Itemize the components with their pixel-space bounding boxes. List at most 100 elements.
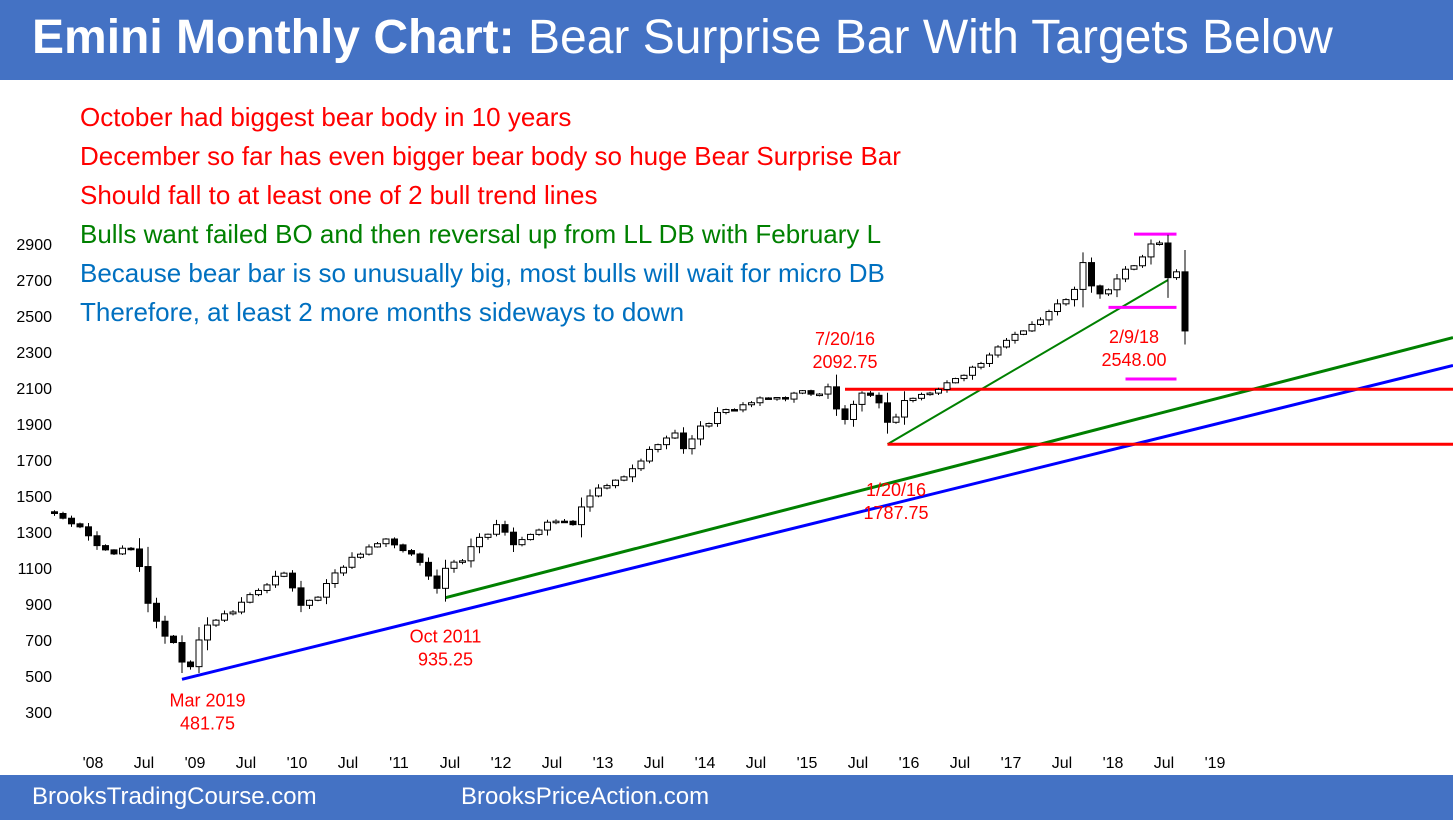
candle-body	[833, 386, 840, 410]
candle-body	[960, 374, 968, 380]
candle-body	[1130, 265, 1138, 270]
candle-body	[348, 556, 356, 568]
candle-body	[425, 561, 432, 577]
candle-body	[433, 575, 441, 589]
candle-body	[51, 511, 58, 514]
candle-90	[824, 383, 832, 399]
candle-body	[977, 362, 985, 368]
x-tick-label: '18	[1103, 755, 1124, 772]
candle-body	[518, 539, 526, 546]
candle-body	[722, 409, 730, 414]
candle-31	[323, 579, 330, 605]
x-tick-label: '11	[389, 755, 409, 772]
candle-76	[705, 422, 713, 428]
candle-body	[1122, 268, 1129, 280]
candle-body	[603, 485, 611, 489]
candle-58	[552, 519, 560, 525]
candle-9	[136, 538, 143, 572]
candle-67	[629, 464, 636, 483]
footer-link-trading-course[interactable]: BrooksTradingCourse.com	[32, 783, 317, 810]
candle-4	[93, 531, 101, 550]
candle-body	[773, 397, 781, 400]
candle-body	[144, 566, 152, 604]
candle-body	[161, 620, 169, 637]
x-tick-label: Jul	[542, 755, 562, 772]
x-tick-label: Jul	[746, 755, 766, 772]
y-tick-label: 1100	[18, 561, 53, 578]
candle-body	[892, 416, 900, 423]
candle-59	[561, 519, 568, 524]
candle-body	[595, 487, 602, 497]
candle-body	[1173, 271, 1180, 279]
candle-body	[994, 346, 1002, 356]
candle-111	[1003, 338, 1010, 349]
candle-body	[450, 561, 458, 569]
y-tick-label: 2700	[16, 273, 52, 290]
y-tick-label: 1900	[16, 417, 52, 434]
candle-body	[399, 544, 407, 552]
candlestick-chart: 300 500 700 900 1100 1300 1500 1700 1900 2100 2300…	[16, 102, 1453, 772]
y-tick-label: 2300	[16, 345, 52, 362]
candle-116	[1045, 309, 1053, 326]
candle-body	[374, 543, 381, 548]
candle-23	[255, 588, 262, 597]
candle-79	[731, 408, 738, 412]
candle-body	[943, 382, 951, 390]
candle-body	[1164, 242, 1172, 279]
candle-24	[263, 583, 271, 594]
candle-body	[204, 624, 211, 641]
candle-body	[493, 524, 500, 535]
candle-78	[722, 408, 730, 415]
candle-11	[153, 597, 160, 629]
candle-body	[501, 524, 509, 533]
candle-body	[544, 521, 551, 531]
candle-body	[1088, 262, 1095, 287]
note-line-6: Therefore, at least 2 more months sidewa…	[80, 297, 684, 327]
title-rest: Bear Surprise Bar With Targets Below	[514, 11, 1333, 64]
candle-body	[1071, 288, 1078, 301]
x-tick-label: Jul	[440, 755, 460, 772]
candle-84	[773, 396, 781, 401]
x-tick-label: Jul	[848, 755, 868, 772]
candle-114	[1028, 321, 1036, 332]
candle-34	[348, 552, 356, 570]
candle-28	[297, 580, 305, 613]
candle-128	[1147, 239, 1155, 265]
candle-125	[1122, 266, 1129, 283]
footer-link-price-action[interactable]: BrooksPriceAction.com	[461, 783, 710, 810]
candle-body	[1181, 271, 1189, 332]
x-tick-label: Jul	[236, 755, 256, 772]
candle-body	[484, 533, 492, 538]
x-tick-label: '15	[797, 755, 818, 772]
candle-75	[697, 421, 704, 446]
candle-55	[527, 533, 534, 541]
candle-body	[1062, 299, 1070, 305]
candle-body	[952, 378, 959, 384]
candle-body	[569, 520, 577, 526]
candle-124	[1113, 274, 1121, 298]
candle-body	[510, 531, 517, 546]
candle-body	[841, 408, 849, 420]
candle-body	[280, 572, 288, 577]
candle-66	[620, 475, 628, 482]
candle-body	[612, 479, 619, 487]
candle-body	[1105, 289, 1112, 295]
candle-91	[833, 374, 840, 416]
candle-body	[442, 567, 449, 589]
footer-bar: BrooksTradingCourse.com BrooksPriceActio…	[0, 775, 1453, 820]
candle-body	[1156, 242, 1163, 245]
candle-body	[646, 448, 653, 462]
candle-19	[221, 610, 228, 623]
candle-29	[306, 599, 313, 609]
candle-89	[816, 393, 823, 397]
candle-body	[85, 526, 92, 537]
candle-131	[1173, 269, 1180, 280]
candle-93	[850, 400, 857, 427]
candle-45	[442, 559, 449, 602]
y-tick-label: 1700	[16, 453, 52, 470]
candle-86	[790, 391, 798, 403]
y-tick-label: 2100	[16, 381, 52, 398]
annotation-price: 1787.75	[863, 503, 928, 523]
x-tick-label: Jul	[950, 755, 970, 772]
candle-2	[76, 522, 84, 529]
